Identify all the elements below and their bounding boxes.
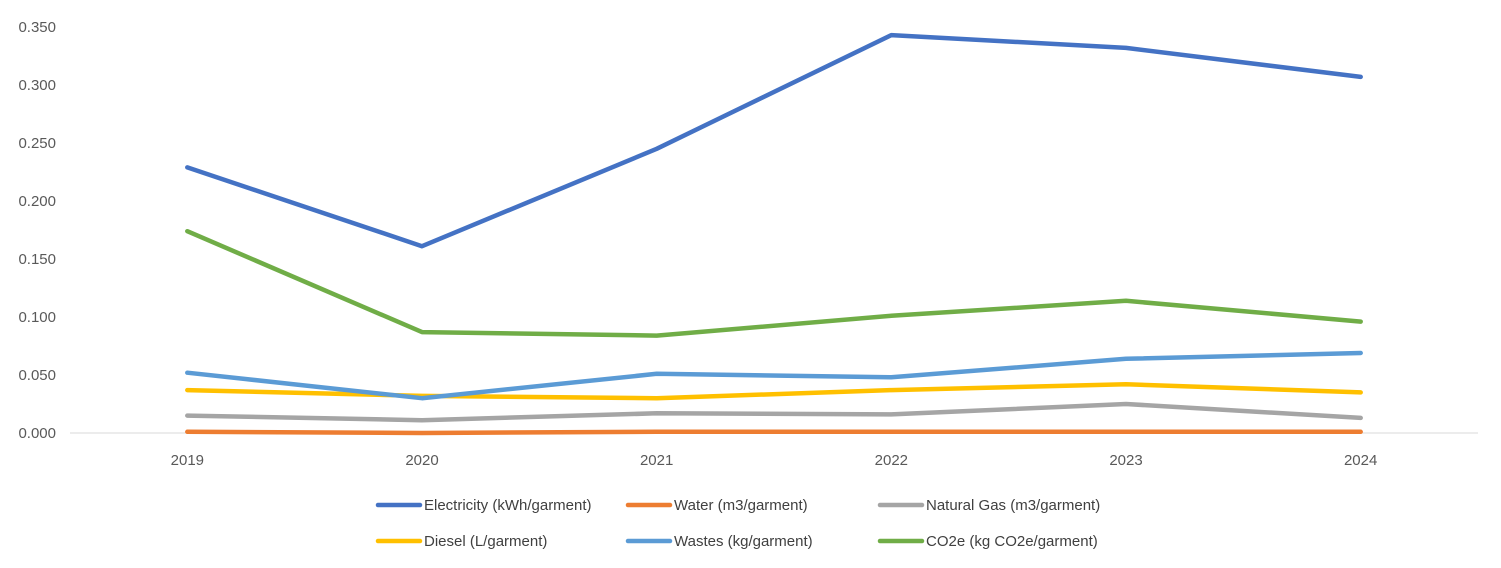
y-tick-label: 0.100	[18, 309, 56, 326]
x-tick-label: 2023	[1109, 452, 1142, 469]
data-point	[889, 412, 893, 416]
series-2	[185, 401, 1363, 423]
y-tick-label: 0.200	[18, 193, 56, 210]
legend-label: Natural Gas (m3/garment)	[926, 497, 1100, 514]
y-tick-label: 0.250	[18, 135, 56, 152]
x-tick-label: 2019	[171, 452, 204, 469]
series-line	[185, 32, 1363, 249]
series-4	[185, 350, 1363, 401]
data-point	[185, 371, 189, 375]
series-5	[185, 228, 1363, 338]
data-point	[1124, 430, 1128, 434]
legend-item: Diesel (L/garment)	[375, 533, 547, 550]
legend-item: CO2e (kg CO2e/garment)	[877, 533, 1098, 550]
data-point	[185, 414, 189, 418]
data-point	[1124, 46, 1128, 50]
data-point	[420, 431, 424, 435]
legend-label: Water (m3/garment)	[674, 497, 808, 514]
y-axis: 0.000 0.050 0.100 0.150 0.200 0.250 0.300 0.350	[18, 19, 56, 442]
data-point	[1359, 416, 1363, 420]
y-tick-label: 0.350	[18, 19, 56, 36]
data-point	[655, 147, 659, 151]
data-point	[185, 229, 189, 233]
data-point	[1359, 75, 1363, 79]
y-tick-label: 0.050	[18, 367, 56, 384]
data-point	[185, 430, 189, 434]
data-point	[1359, 430, 1363, 434]
x-axis: 2019 2020 2021 2022 2023 2024	[70, 432, 1478, 469]
series-0	[185, 32, 1363, 249]
data-point	[1359, 320, 1363, 324]
data-point	[889, 430, 893, 434]
legend-item: Water (m3/garment)	[625, 497, 808, 514]
x-tick-label: 2024	[1344, 452, 1377, 469]
legend-item: Natural Gas (m3/garment)	[877, 497, 1100, 514]
data-point	[420, 418, 424, 422]
data-point	[185, 388, 189, 392]
data-point	[1124, 402, 1128, 406]
data-point	[655, 411, 659, 415]
data-point	[1359, 390, 1363, 394]
legend-label: CO2e (kg CO2e/garment)	[926, 533, 1098, 550]
legend: Electricity (kWh/garment) Water (m3/garme…	[375, 497, 1100, 550]
legend-label: Electricity (kWh/garment)	[424, 497, 592, 514]
data-point	[185, 165, 189, 169]
series-layer	[185, 32, 1363, 436]
data-point	[889, 33, 893, 37]
y-tick-label: 0.300	[18, 77, 56, 94]
data-point	[420, 396, 424, 400]
data-point	[655, 334, 659, 338]
data-point	[889, 375, 893, 379]
legend-label: Diesel (L/garment)	[424, 533, 547, 550]
data-point	[420, 244, 424, 248]
data-point	[889, 388, 893, 392]
legend-item: Wastes (kg/garment)	[625, 533, 813, 550]
data-point	[655, 430, 659, 434]
y-tick-label: 0.000	[18, 425, 56, 442]
data-point	[889, 314, 893, 318]
data-point	[420, 330, 424, 334]
series-1	[185, 429, 1363, 436]
data-point	[655, 372, 659, 376]
y-tick-label: 0.150	[18, 251, 56, 268]
data-point	[1124, 382, 1128, 386]
x-tick-label: 2020	[405, 452, 438, 469]
series-line	[185, 401, 1363, 423]
x-tick-label: 2022	[875, 452, 908, 469]
data-point	[655, 396, 659, 400]
legend-item: Electricity (kWh/garment)	[375, 497, 592, 514]
x-tick-label: 2021	[640, 452, 673, 469]
data-point	[1359, 351, 1363, 355]
legend-label: Wastes (kg/garment)	[674, 533, 813, 550]
data-point	[1124, 299, 1128, 303]
series-line	[185, 429, 1363, 436]
series-line	[185, 228, 1363, 338]
data-point	[1124, 357, 1128, 361]
series-line	[185, 350, 1363, 401]
